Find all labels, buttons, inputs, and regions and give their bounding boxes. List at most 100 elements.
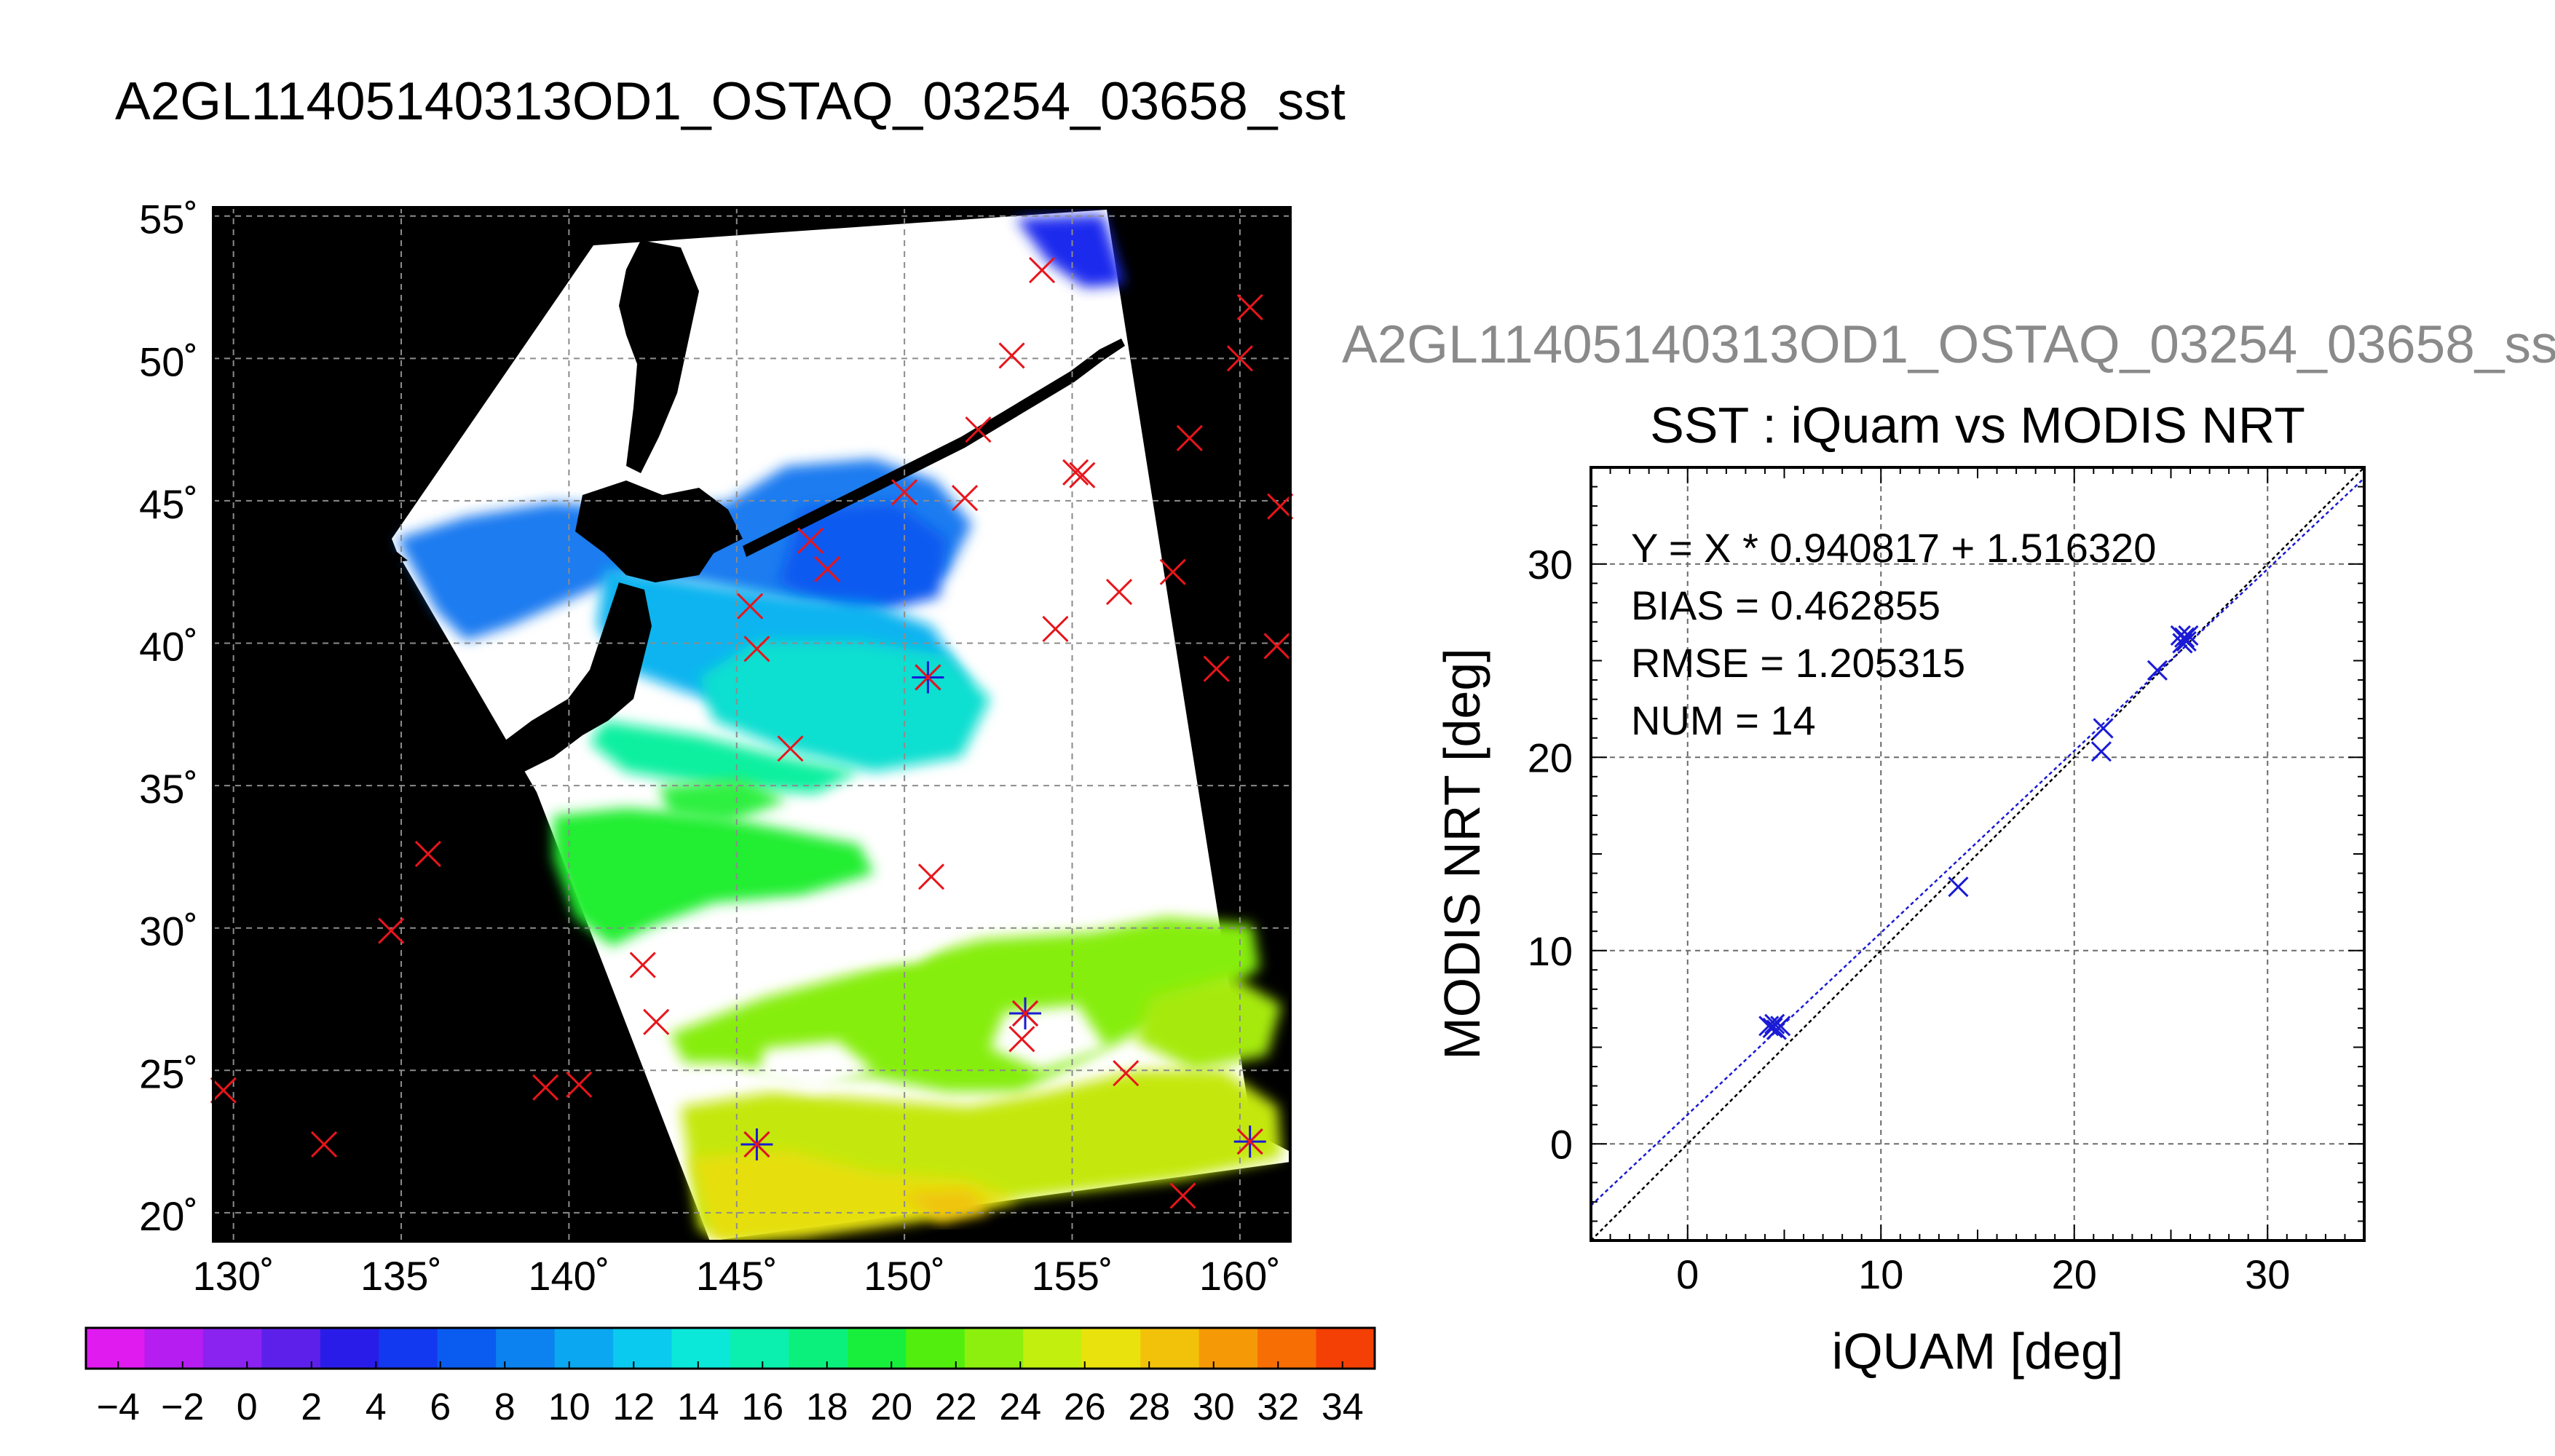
buoy-marker [797, 527, 824, 554]
colorbar-label: 14 [677, 1386, 719, 1428]
colorbar-label: 34 [1322, 1386, 1364, 1428]
lat-tick-label: 25˚ [139, 1051, 198, 1096]
colorbar-swatch [1257, 1328, 1317, 1369]
y-axis-label: MODIS NRT [deg] [1434, 648, 1490, 1059]
latitude-labels: 55˚ 50˚ 45˚ 40˚ 35˚ 30˚ 25˚ 20˚ [139, 197, 198, 1239]
lat-tick-label: 20˚ [139, 1193, 198, 1239]
sst-map: 55˚ 50˚ 45˚ 40˚ 35˚ 30˚ 25˚ 20˚ 130˚ 135˚ 140˚ 145… [139, 197, 1294, 1299]
buoy-marker [1226, 345, 1253, 372]
data-point [2178, 625, 2199, 646]
colorbar-label: 2 [301, 1386, 322, 1428]
data-point [1770, 1016, 1791, 1037]
lon-tick-label: 130˚ [193, 1253, 275, 1299]
colorbar-swatch [1140, 1328, 1200, 1369]
identity-line [1591, 467, 2364, 1241]
buoy-marker [566, 1071, 593, 1098]
buoy-cross [915, 664, 941, 691]
colorbar-swatch [1316, 1328, 1375, 1369]
buoy-marker [965, 416, 992, 443]
matchup-buoy-marker [1009, 997, 1042, 1030]
buoy-marker [1176, 424, 1203, 451]
x-tick-label: 20 [2052, 1251, 2097, 1297]
colorbar-label: 30 [1193, 1386, 1235, 1428]
scatter-title: SST : iQuam vs MODIS NRT [1650, 397, 2305, 454]
data-point [1764, 1013, 1785, 1034]
colorbar-swatch [1081, 1328, 1141, 1369]
buoy-marker [1169, 1182, 1196, 1209]
colorbar-label: 32 [1257, 1386, 1299, 1428]
colorbar-swatch [1198, 1328, 1258, 1369]
lat-tick-label: 40˚ [139, 624, 198, 670]
buoy-marker [777, 735, 804, 762]
buoy-cross [1236, 1128, 1263, 1155]
data-points [1758, 625, 2199, 1040]
colorbar-swatch [964, 1328, 1024, 1369]
lon-tick-label: 145˚ [696, 1253, 778, 1299]
faded-granule-title: A2GL11405140313OD1_OSTAQ_03254_03658_sst [1342, 315, 2555, 374]
colorbar-label: 12 [612, 1386, 655, 1428]
data-point [1948, 877, 1969, 898]
regression-line [1591, 477, 2364, 1206]
colorbar-swatch [86, 1328, 146, 1369]
lat-tick-label: 30˚ [139, 909, 198, 954]
hokkaido-landmass [575, 480, 743, 582]
buoy-marker [952, 484, 979, 512]
buoy-marker [1028, 256, 1056, 284]
colorbar-label: 16 [741, 1386, 783, 1428]
buoy-marker [1008, 1026, 1035, 1053]
colorbar-swatch [320, 1328, 379, 1369]
colorbar-label: 0 [237, 1386, 258, 1428]
figure-title: A2GL11405140313OD1_OSTAQ_03254_03658_sst [115, 72, 1346, 131]
colorbar-swatch [671, 1328, 731, 1369]
buoy-marker [998, 342, 1025, 369]
colorbar-swatch [613, 1328, 673, 1369]
lon-tick-label: 150˚ [864, 1253, 945, 1299]
colorbar-swatch [379, 1328, 438, 1369]
buoy-marker [1203, 655, 1230, 682]
colorbar-swatch [847, 1328, 907, 1369]
colorbar-label: −2 [161, 1386, 204, 1428]
sst-colorbar: −4 −2 0 2 4 6 8 10 12 14 16 18 20 22 24 26 28 30 32 34 [84, 1326, 1376, 1428]
colorbar-swatch [496, 1328, 556, 1369]
colorbar-swatch [144, 1328, 204, 1369]
regression-stats: Y = X * 0.940817 + 1.516320 BIAS = 0.4628… [1631, 525, 2156, 743]
stats-line: Y = X * 0.940817 + 1.516320 [1631, 525, 2156, 571]
colorbar-label: 22 [935, 1386, 977, 1428]
lon-tick-label: 135˚ [360, 1253, 442, 1299]
data-point [2090, 741, 2112, 762]
colorbar-label: 26 [1064, 1386, 1106, 1428]
buoy-marker [1062, 459, 1089, 486]
colorbar-label: 4 [366, 1386, 387, 1428]
buoy-cross [1011, 1000, 1039, 1027]
colorbar-swatch [789, 1328, 848, 1369]
map-frame [212, 206, 1292, 1243]
colorbar-label: 24 [999, 1386, 1041, 1428]
matchup-buoy-marker [912, 661, 944, 694]
honshu-landmass [502, 582, 652, 772]
buoy-marker [737, 593, 764, 620]
colorbar-label: 10 [548, 1386, 591, 1428]
buoy-marker [629, 951, 656, 978]
buoy-marker [210, 1077, 237, 1104]
colorbar-label: 8 [494, 1386, 516, 1428]
x-tick-label: 0 [1676, 1251, 1699, 1297]
data-point [1762, 1017, 1783, 1039]
colorbar-label: 20 [870, 1386, 912, 1428]
buoy-marker [1159, 558, 1186, 585]
scatter-plot: SST : iQuam vs MODIS NRT 0 10 20 30 0 10 20 30… [1434, 397, 2366, 1380]
lat-tick-label: 45˚ [139, 481, 198, 527]
y-tick-labels: 0 10 20 30 [1528, 542, 1573, 1168]
matchup-buoy-marker [741, 1128, 773, 1160]
lat-tick-label: 35˚ [139, 766, 198, 812]
stats-line: NUM = 14 [1631, 697, 1816, 743]
buoy-marker [414, 840, 441, 868]
buoy-marker [643, 1008, 670, 1035]
buoy-marker [1263, 633, 1290, 660]
mainland-landmass [269, 552, 408, 582]
lat-tick-label: 55˚ [139, 197, 198, 242]
landmass [269, 240, 1125, 772]
colorbar-label: −4 [97, 1386, 140, 1428]
plot-gridlines [1591, 467, 2364, 1241]
y-tick-label: 0 [1550, 1121, 1573, 1167]
